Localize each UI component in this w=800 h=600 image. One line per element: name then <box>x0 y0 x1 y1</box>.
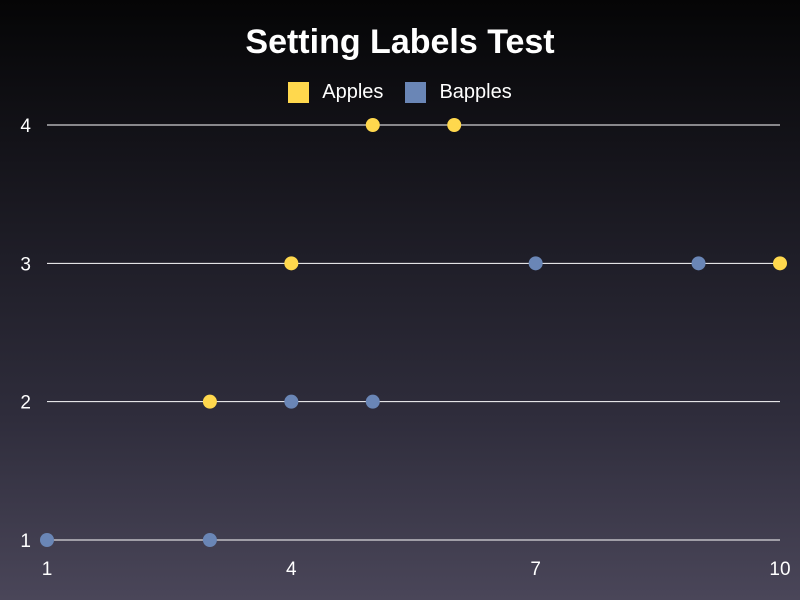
data-point-bapples-2[interactable] <box>284 394 299 409</box>
y-tick-label-3: 3 <box>20 254 31 275</box>
data-point-apples-1[interactable] <box>447 118 462 132</box>
data-point-apples-0[interactable] <box>365 118 380 132</box>
data-point-bapples-3[interactable] <box>365 394 380 409</box>
x-tick-label-4: 4 <box>286 559 297 580</box>
data-point-apples-4[interactable] <box>202 394 217 409</box>
legend-swatch-apples <box>288 81 310 103</box>
y-tick-label-2: 2 <box>20 393 31 414</box>
legend-label-apples: Apples <box>322 81 384 103</box>
y-tick-label-4: 4 <box>20 116 31 137</box>
chart-title: Setting Labels Test <box>245 23 555 61</box>
x-tick-label-10: 10 <box>769 559 790 580</box>
data-point-apples-2[interactable] <box>284 256 299 271</box>
data-point-bapples-4[interactable] <box>40 533 54 547</box>
data-point-bapples-0[interactable] <box>528 256 543 271</box>
legend: Apples Bapples <box>0 80 800 104</box>
legend-item-bapples[interactable]: Bapples <box>405 80 512 104</box>
data-point-bapples-5[interactable] <box>202 533 217 547</box>
legend-label-bapples: Bapples <box>439 81 512 103</box>
data-point-bapples-1[interactable] <box>691 256 706 271</box>
legend-item-apples[interactable]: Apples <box>288 80 383 104</box>
x-tick-label-1: 1 <box>42 559 53 580</box>
x-tick-label-7: 7 <box>530 559 541 580</box>
y-tick-label-1: 1 <box>20 531 31 552</box>
data-point-apples-3[interactable] <box>773 256 787 271</box>
legend-swatch-bapples <box>405 81 427 103</box>
